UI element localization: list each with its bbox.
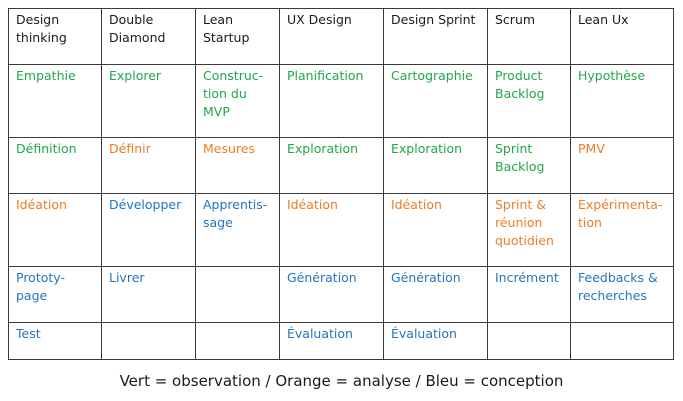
table-cell: Planification xyxy=(279,64,384,138)
header-double-diamond: Double Diamond xyxy=(101,8,196,65)
table-cell: Évaluation xyxy=(279,322,384,360)
header-scrum: Scrum xyxy=(487,8,571,65)
table-cell: Hypothèse xyxy=(570,64,674,138)
table-cell: Définir xyxy=(101,137,196,194)
header-lean-startup: Lean Startup xyxy=(195,8,280,65)
table-cell xyxy=(101,322,196,360)
header-design-thinking: Design thinking xyxy=(8,8,102,65)
header-row: Design thinking Double Diamond Lean Star… xyxy=(8,8,674,65)
table-cell: PMV xyxy=(570,137,674,194)
table-cell: Prototy- page xyxy=(8,266,102,323)
header-lean-ux: Lean Ux xyxy=(570,8,674,65)
table-cell: Développer xyxy=(101,193,196,267)
table-cell: Product Backlog xyxy=(487,64,571,138)
table-cell: Idéation xyxy=(279,193,384,267)
table-row: Idéation Développer Apprentis- sage Idéatio… xyxy=(8,193,674,267)
color-legend: Vert = observation / Orange = analyse / … xyxy=(119,372,564,390)
table-cell: Test xyxy=(8,322,102,360)
table-cell: Exploration xyxy=(279,137,384,194)
table-cell: Définition xyxy=(8,137,102,194)
table-row: Empathie Explorer Construc- tion du MVP Pla… xyxy=(8,64,674,138)
table-cell: Cartographie xyxy=(383,64,488,138)
table-cell xyxy=(570,322,674,360)
table-cell: Génération xyxy=(279,266,384,323)
table-cell: Apprentis- sage xyxy=(195,193,280,267)
table-cell: Mesures xyxy=(195,137,280,194)
table-cell xyxy=(195,322,280,360)
methods-table: Design thinking Double Diamond Lean Star… xyxy=(8,8,674,360)
table-cell: Feedbacks & recherches xyxy=(570,266,674,323)
table-cell: Génération xyxy=(383,266,488,323)
table-cell: Expérimenta- tion xyxy=(570,193,674,267)
table-row: Test Évaluation Évaluation xyxy=(8,322,674,360)
table-cell: Incrément xyxy=(487,266,571,323)
table-cell: Exploration xyxy=(383,137,488,194)
table-cell: Livrer xyxy=(101,266,196,323)
table-cell: Sprint & réunion quotidien xyxy=(487,193,571,267)
table-cell: Empathie xyxy=(8,64,102,138)
table-cell: Sprint Backlog xyxy=(487,137,571,194)
table-cell: Idéation xyxy=(8,193,102,267)
table-cell: Évaluation xyxy=(383,322,488,360)
table-cell: Idéation xyxy=(383,193,488,267)
table-row: Prototy- page Livrer Génération Génération I… xyxy=(8,266,674,323)
table-cell xyxy=(487,322,571,360)
table-cell: Explorer xyxy=(101,64,196,138)
header-ux-design: UX Design xyxy=(279,8,384,65)
table-row: Définition Définir Mesures Exploration Explo… xyxy=(8,137,674,194)
table-cell xyxy=(195,266,280,323)
table-cell: Construc- tion du MVP xyxy=(195,64,280,138)
header-design-sprint: Design Sprint xyxy=(383,8,488,65)
